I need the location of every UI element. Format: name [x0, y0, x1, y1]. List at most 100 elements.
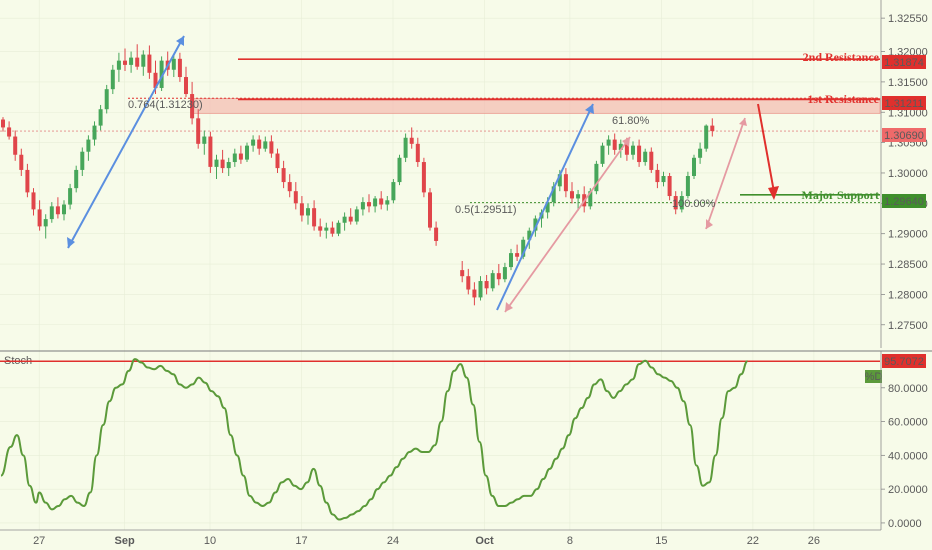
candle [293, 182, 298, 210]
candle [342, 212, 347, 231]
candle-body [373, 198, 378, 207]
stochastic-tick-label: 60.0000 [888, 417, 928, 429]
resistance-1-value-tag [882, 96, 926, 110]
candle [196, 109, 201, 149]
candle [385, 196, 390, 211]
candle [184, 66, 188, 98]
candle-body [226, 162, 231, 169]
candle-body [55, 206, 60, 215]
candle [563, 168, 568, 198]
time-axis: 27 Sep 10 17 24 Oct 8 15 22 26 [0, 529, 881, 547]
candle [275, 148, 280, 173]
candle-body [502, 267, 507, 280]
resistance-2-label: 2nd Resistance [803, 50, 880, 64]
stochastic-d-line [0, 358, 748, 521]
candle-body [545, 202, 550, 213]
candle [661, 171, 666, 187]
trend-arrow-1 [67, 35, 185, 249]
candle [354, 206, 359, 225]
stochastic-d-legend: %D [865, 371, 883, 383]
candle [86, 135, 91, 161]
candle-body [110, 69, 115, 90]
candle [478, 276, 483, 301]
candle [466, 268, 471, 295]
candle [373, 196, 378, 213]
candle [177, 52, 182, 82]
candle-body [330, 227, 335, 234]
candle [421, 157, 426, 198]
candle [147, 45, 152, 79]
stochastic-value: 95.7072 [884, 356, 924, 368]
time-tick-label: 10 [204, 535, 216, 547]
candle [37, 200, 42, 231]
price-tick-label: 1.30000 [888, 168, 928, 180]
candle [336, 220, 341, 237]
candle-body [147, 54, 152, 73]
candle-body [141, 54, 146, 67]
candle [594, 160, 599, 195]
candle-body [275, 153, 280, 169]
candle [667, 172, 672, 201]
candle-body [391, 182, 396, 201]
candle-body [86, 139, 91, 152]
candle [367, 194, 371, 213]
candle-body [655, 169, 660, 183]
candle-body [269, 141, 274, 154]
candle-body [533, 218, 538, 231]
stochastic-axis: 80.0000 60.0000 40.0000 20.0000 0.0000 95.70… [880, 351, 928, 530]
trend-arrow-2 [496, 103, 594, 311]
stochastic-pane[interactable]: Stoch %D [0, 355, 883, 524]
candle [318, 218, 323, 237]
candle [287, 174, 292, 198]
candle-body [342, 216, 347, 223]
candle [649, 147, 654, 173]
fib-0764-label: 0.764(1.31230) [128, 99, 203, 111]
candle [19, 148, 24, 176]
candle [171, 54, 176, 78]
stochastic-tick-label: 40.0000 [888, 450, 928, 462]
candle-body [649, 151, 654, 170]
candle-body [679, 196, 684, 210]
price-tick-label: 1.31000 [888, 107, 928, 119]
candle-body [49, 206, 54, 220]
candle-body [1, 119, 5, 128]
resistance-2-value-tag [882, 55, 926, 69]
price-tick-label: 1.29000 [888, 229, 928, 241]
candle [460, 261, 465, 283]
candle-body [116, 60, 121, 70]
candle [13, 130, 18, 161]
price-pane[interactable]: 0.764(1.31230) 61.80% 0.5(1.29511) 100.0… [0, 0, 881, 530]
candle-body [637, 145, 642, 163]
candle-body [177, 58, 182, 78]
candle-body [434, 227, 439, 241]
time-tick-label: 26 [808, 535, 820, 547]
candle-body [62, 204, 66, 215]
fib-arrow-1-tail [505, 302, 513, 312]
candle-body [159, 60, 164, 88]
candle [685, 171, 690, 199]
candle-body [25, 169, 30, 193]
candle [141, 50, 146, 76]
candle [324, 222, 329, 239]
candle-body [43, 219, 48, 227]
candle [502, 262, 507, 283]
major-support-value: 1.29640 [884, 196, 924, 208]
candle [397, 154, 402, 186]
candle-body [466, 276, 471, 290]
candle [55, 197, 60, 219]
candle-body [661, 176, 666, 183]
candle-body [214, 159, 219, 167]
price-tick-label: 1.31500 [888, 77, 928, 89]
candle [43, 214, 48, 239]
candle [135, 44, 140, 70]
candle [710, 118, 715, 137]
candle-body [631, 145, 635, 155]
candle [570, 182, 574, 204]
candle-body [98, 109, 103, 126]
resistance-zone [192, 97, 881, 114]
candle [379, 191, 384, 210]
time-axis-ticks: 27 Sep 10 17 24 Oct 8 15 22 26 [33, 535, 820, 547]
candle [576, 189, 581, 211]
candle-body [521, 239, 526, 257]
